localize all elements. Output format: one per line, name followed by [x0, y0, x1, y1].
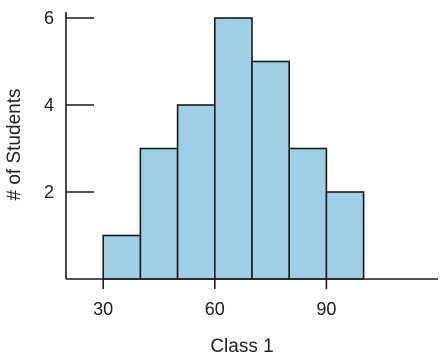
histogram-bar-50-60 — [176, 104, 216, 280]
y-axis-title: # of Students — [4, 89, 25, 201]
ticks-group: 2 4 6 30 60 90 — [44, 8, 336, 319]
histogram-bar-30-40 — [102, 234, 142, 280]
histogram-bar-80-90 — [288, 147, 328, 280]
histogram-bar-90-100 — [325, 191, 365, 280]
x-axis-title: Class 1 — [210, 336, 273, 357]
x-tick-label-60: 60 — [205, 299, 225, 319]
histogram-bar-60-70 — [214, 17, 253, 280]
axes-group — [65, 12, 438, 280]
histogram-bar-70-80 — [251, 60, 291, 280]
y-tick-label-4: 4 — [44, 95, 54, 115]
x-tick-label-30: 30 — [93, 299, 113, 319]
y-tick-label-6: 6 — [44, 8, 54, 28]
bars-group — [102, 17, 365, 280]
y-tick-label-2: 2 — [44, 182, 54, 202]
histogram-bar-40-50 — [139, 147, 179, 280]
x-tick-label-90: 90 — [316, 299, 336, 319]
